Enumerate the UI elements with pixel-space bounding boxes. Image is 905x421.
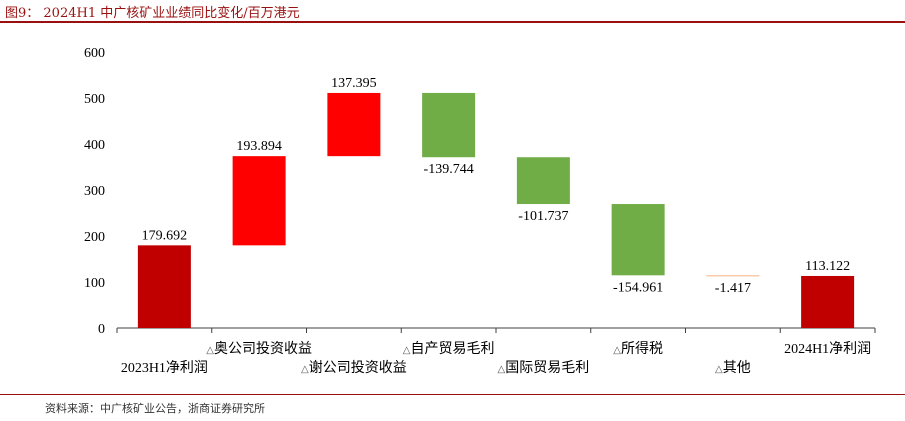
category-marker: △ (613, 345, 621, 356)
category-marker: △ (498, 364, 506, 375)
y-tick-label: 300 (84, 184, 105, 199)
category-text: 2023H1净利润 (121, 360, 208, 376)
category-text: 国际贸易毛利 (505, 360, 589, 376)
category-text: 奥公司投资收益 (214, 340, 312, 357)
chart-source: 资料来源：中广核矿业公告，浙商证券研究所 (45, 402, 265, 415)
x-category-label: 2024H1净利润 (784, 341, 871, 357)
data-label: 113.122 (805, 259, 850, 274)
data-label: 179.692 (142, 228, 188, 243)
waterfall-bar (137, 245, 191, 328)
data-label: 193.894 (236, 139, 282, 154)
x-category-label: △其他 (715, 360, 751, 376)
data-label: -139.744 (424, 162, 474, 177)
chart-title: 图9： 2024H1 中广核矿业业绩同比变化/百万港元 (5, 6, 300, 21)
data-label: -1.417 (715, 281, 751, 296)
category-marker: △ (206, 345, 214, 356)
x-category-label: △所得税 (613, 340, 663, 357)
waterfall-bar (706, 275, 760, 277)
x-category-label: △奥公司投资收益 (206, 340, 312, 357)
x-category-label: △谢公司投资收益 (301, 360, 407, 376)
category-text: 2024H1净利润 (784, 341, 871, 357)
x-category-label: △自产贸易毛利 (403, 341, 495, 357)
x-category-label: △国际贸易毛利 (498, 360, 590, 376)
y-tick-label: 500 (84, 92, 105, 107)
source-divider (0, 394, 905, 395)
y-tick-label: 200 (84, 230, 105, 245)
waterfall-chart: 0 100 200 300 400 500 600 179.692 193.894 137.395… (84, 46, 876, 376)
y-tick-label: 0 (98, 322, 105, 337)
category-text: 自产贸易毛利 (410, 341, 494, 357)
waterfall-bar (232, 156, 286, 246)
category-text: 谢公司投资收益 (309, 360, 407, 376)
category-text: 所得税 (621, 340, 663, 357)
waterfall-bar (801, 275, 855, 328)
category-text: 其他 (723, 360, 751, 376)
waterfall-bar (327, 92, 381, 157)
data-label: 137.395 (331, 76, 377, 91)
waterfall-bar (611, 204, 665, 276)
category-marker: △ (403, 345, 411, 356)
category-marker: △ (715, 364, 723, 375)
title-divider (0, 21, 905, 23)
y-tick-label: 400 (84, 138, 105, 153)
waterfall-bar (516, 157, 570, 205)
waterfall-bar (422, 92, 476, 158)
data-label: -101.737 (518, 209, 568, 224)
y-tick-label: 100 (84, 276, 105, 291)
category-marker: △ (301, 364, 309, 375)
data-label: -154.961 (613, 280, 663, 295)
y-tick-label: 600 (84, 46, 105, 61)
x-category-label: 2023H1净利润 (121, 360, 208, 376)
